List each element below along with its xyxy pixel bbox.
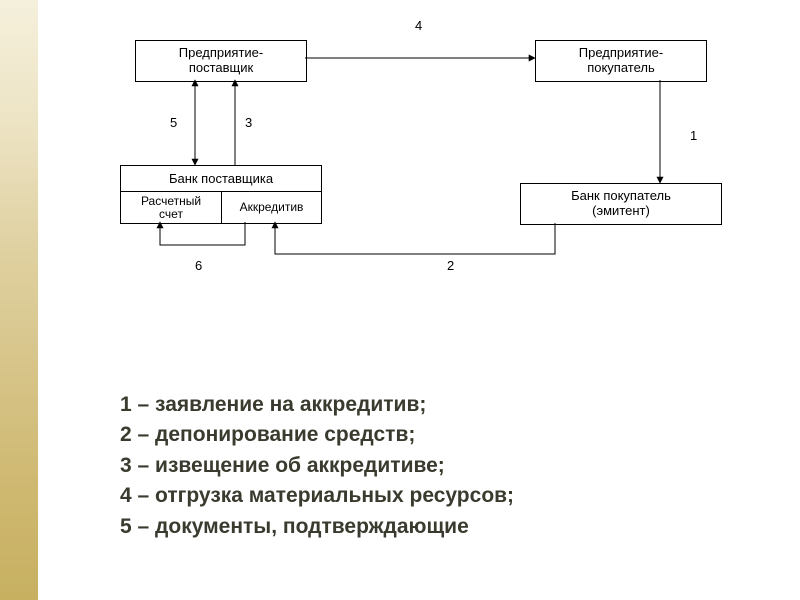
node-bank-supplier-akk: Аккредитив xyxy=(221,191,321,224)
cell-label: Аккредитив xyxy=(240,201,304,214)
legend-item: 5 – документы, подтверждающие xyxy=(120,512,514,542)
node-bank-buyer: Банк покупатель(эмитент) xyxy=(520,183,722,225)
edge-label-e5: 5 xyxy=(170,115,177,130)
edge-e2 xyxy=(275,222,555,254)
legend-item: 4 – отгрузка материальных ресурсов; xyxy=(120,481,514,511)
legend-item: 2 – депонирование средств; xyxy=(120,420,514,450)
node-bank-supplier-account: Расчетныйсчет xyxy=(121,191,221,224)
edge-e6 xyxy=(160,222,245,245)
legend-item: 1 – заявление на аккредитив; xyxy=(120,390,514,420)
node-bank-supplier-header-label: Банк поставщика xyxy=(169,171,273,186)
edge-label-e3: 3 xyxy=(245,115,252,130)
legend-num: 5 xyxy=(120,515,132,538)
legend-text: депонирование средств; xyxy=(155,423,415,446)
node-bank-supplier: Банк поставщика Расчетныйсчет Аккредитив xyxy=(120,165,322,224)
legend-num: 2 xyxy=(120,423,132,446)
legend-text: отгрузка материальных ресурсов; xyxy=(155,484,514,507)
node-bank-buyer-label: Банк покупатель(эмитент) xyxy=(571,189,671,219)
decorative-left-strip xyxy=(0,0,38,600)
node-supplier: Предприятие-поставщик xyxy=(135,40,307,82)
legend-num: 4 xyxy=(120,484,132,507)
legend-text: документы, подтверждающие xyxy=(155,515,469,538)
legend: 1 – заявление на аккредитив; 2 – депонир… xyxy=(120,390,514,542)
edge-label-e2: 2 xyxy=(447,258,454,273)
edge-label-e4: 4 xyxy=(415,18,422,33)
legend-item: 3 – извещение об аккредитиве; xyxy=(120,451,514,481)
legend-num: 1 xyxy=(120,393,132,416)
legend-text: заявление на аккредитив; xyxy=(155,393,426,416)
node-buyer: Предприятие-покупатель xyxy=(535,40,707,82)
node-bank-supplier-header: Банк поставщика xyxy=(121,166,321,191)
legend-text: извещение об аккредитиве; xyxy=(155,454,445,477)
node-buyer-label: Предприятие-покупатель xyxy=(579,46,663,76)
edge-label-e6: 6 xyxy=(195,258,202,273)
cell-label: Расчетныйсчет xyxy=(141,195,201,221)
legend-num: 3 xyxy=(120,454,132,477)
node-supplier-label: Предприятие-поставщик xyxy=(179,46,263,76)
edge-label-e1: 1 xyxy=(690,128,697,143)
